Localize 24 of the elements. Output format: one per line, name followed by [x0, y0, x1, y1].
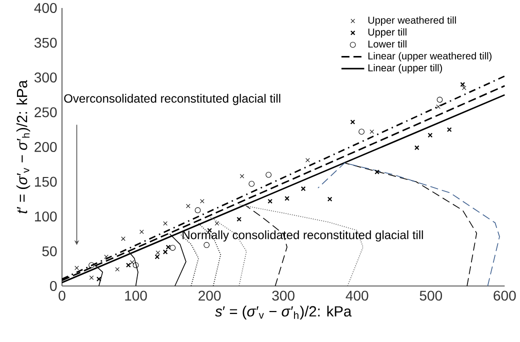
x-tick-label: 600	[494, 290, 516, 301]
y-tick-label: 350	[34, 38, 57, 48]
y-tick-label: 50	[42, 246, 57, 256]
legend-label: Linear (upper weathered till)	[368, 52, 492, 62]
y-tick-label: 100	[35, 212, 57, 222]
legend-label: Linear (upper till)	[368, 64, 442, 74]
y-tick-label: 0	[50, 281, 57, 291]
annotation: Overconsolidated reconstituted glacial till	[64, 94, 280, 106]
text: t′ = (σ′$_{v}$ − σ′$_{h}$)/2: kPa	[16, 80, 30, 214]
x-tick-label: 300	[272, 290, 294, 301]
legend-label: Upper till	[368, 28, 406, 38]
legend-label: Lower till	[368, 40, 406, 48]
x-tick-label: 400	[346, 290, 368, 301]
y-tick-label: 250	[34, 107, 57, 118]
y-tick-label: 300	[34, 72, 57, 82]
y-tick-label: 200	[34, 142, 57, 152]
x-tick-label: 0	[58, 290, 66, 301]
x-tick-label: 200	[198, 290, 221, 301]
text: s′ = (σ′$_{v}$ − σ′$_{h}$)/2: kPa	[215, 306, 352, 320]
y-tick-label: 150	[35, 176, 57, 187]
y-tick-label: 400	[34, 3, 57, 13]
x-tick-label: 500	[420, 290, 442, 301]
x-tick-label: 100	[125, 290, 147, 301]
legend-label: Upper weathered till	[368, 16, 456, 26]
